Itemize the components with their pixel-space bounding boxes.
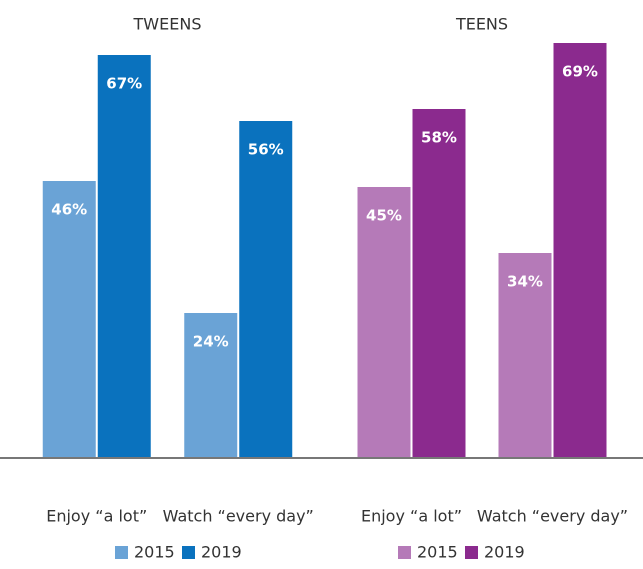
bar — [357, 187, 411, 457]
legend-label: 2015 — [417, 543, 458, 562]
legend-label: 2019 — [201, 543, 242, 562]
legend-swatch — [115, 546, 128, 559]
bar — [498, 253, 552, 457]
bar — [239, 121, 293, 457]
legend-swatch — [398, 546, 411, 559]
bar — [42, 181, 96, 457]
x-tick-label: Watch “every day” — [477, 507, 628, 526]
data-label: 67% — [106, 75, 142, 93]
data-label: 58% — [421, 129, 457, 147]
chart-title: TEENS — [455, 15, 508, 34]
data-label: 45% — [366, 207, 402, 225]
bar — [412, 109, 466, 457]
data-label: 46% — [51, 201, 87, 219]
data-label: 56% — [248, 141, 284, 159]
x-tick-label: Enjoy “a lot” — [361, 507, 462, 526]
legend-label: 2015 — [134, 543, 175, 562]
chart-title: TWEENS — [133, 15, 202, 34]
data-label: 69% — [562, 63, 598, 81]
bar — [97, 55, 151, 457]
data-label: 24% — [193, 333, 229, 351]
legend-swatch — [465, 546, 478, 559]
bar — [184, 313, 238, 457]
data-label: 34% — [507, 273, 543, 291]
legend-label: 2019 — [484, 543, 525, 562]
bar — [553, 43, 607, 457]
x-tick-label: Enjoy “a lot” — [46, 507, 147, 526]
x-tick-label: Watch “every day” — [163, 507, 314, 526]
legend-swatch — [182, 546, 195, 559]
